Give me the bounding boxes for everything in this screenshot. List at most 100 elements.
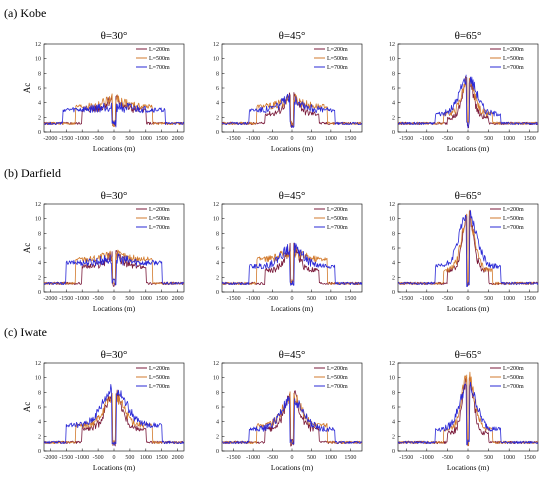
x-tick-label: 0 [467, 296, 470, 302]
x-tick-label: 500 [125, 136, 134, 142]
series-line-L=500m [398, 211, 538, 286]
legend-entry: L=500m [503, 375, 524, 381]
series-group [222, 92, 362, 128]
series-group [398, 371, 538, 447]
chart-title: θ=30° [101, 190, 128, 202]
y-tick-label: 0 [216, 449, 219, 455]
legend-entry: L=500m [327, 56, 348, 62]
x-tick-label: -1000 [75, 455, 89, 461]
x-tick-label: -1500 [227, 455, 241, 461]
legend-entry: L=200m [503, 47, 524, 53]
x-tick-label: 1500 [344, 296, 356, 302]
series-line-L=700m [44, 253, 184, 286]
legend-entry: L=200m [327, 47, 348, 53]
chart-panel: θ=65° 0 2 4 6 8 10 12 -1500 -1000 -500 0 500 1000 1500… [389, 349, 539, 472]
y-tick-label: 8 [392, 231, 395, 237]
legend-entry: L=200m [149, 47, 170, 53]
y-tick-label: 4 [38, 101, 41, 107]
y-tick-label: 6 [38, 86, 41, 92]
x-tick-label: -500 [93, 136, 104, 142]
y-tick-label: 12 [389, 42, 395, 48]
x-tick-label: -2000 [43, 296, 57, 302]
x-tick-label: 0 [291, 136, 294, 142]
series-line-L=700m [398, 210, 538, 287]
chart-title: θ=45° [279, 30, 306, 42]
legend-entry: L=700m [503, 65, 524, 71]
x-tick-label: 0 [291, 296, 294, 302]
y-tick-label: 12 [213, 42, 219, 48]
chart-title: θ=65° [455, 349, 482, 361]
x-tick-label: 1000 [140, 136, 152, 142]
legend-entry: L=700m [327, 225, 348, 231]
chart-panel: θ=30° 0 2 4 6 8 10 12 -2000 -1500 -1000 -500 0 500 100… [22, 349, 185, 472]
x-tick-label: 0 [291, 455, 294, 461]
y-axis-label: Ac [22, 83, 32, 94]
x-tick-label: 500 [307, 455, 316, 461]
x-tick-label: -1000 [246, 455, 260, 461]
x-tick-label: 500 [307, 136, 316, 142]
chart-panel: θ=65° 0 2 4 6 8 10 12 -1500 -1000 -500 0 500 1000 1500… [389, 30, 539, 153]
series-group [222, 390, 362, 447]
chart-title: θ=45° [279, 190, 306, 202]
y-tick-label: 2 [38, 434, 41, 440]
legend-entry: L=500m [149, 216, 170, 222]
legend-entry: L=200m [503, 366, 524, 372]
legend-entry: L=200m [503, 207, 524, 213]
x-tick-label: 500 [307, 296, 316, 302]
y-tick-label: 2 [392, 434, 395, 440]
x-tick-label: -500 [267, 136, 278, 142]
series-line-L=500m [44, 249, 184, 286]
x-axis-label: Locations (m) [93, 144, 136, 153]
legend-entry: L=700m [149, 384, 170, 390]
x-axis-label: Locations (m) [271, 463, 314, 472]
x-tick-label: -1500 [59, 455, 73, 461]
x-tick-label: 1500 [156, 136, 168, 142]
y-tick-label: 2 [392, 275, 395, 281]
x-tick-label: 2000 [172, 455, 184, 461]
legend-entry: L=700m [503, 384, 524, 390]
x-tick-label: -1000 [246, 136, 260, 142]
legend-entry: L=500m [149, 56, 170, 62]
series-group [222, 242, 362, 286]
y-tick-label: 0 [392, 290, 395, 296]
y-tick-label: 2 [392, 115, 395, 121]
x-axis-label: Locations (m) [93, 304, 136, 313]
x-tick-label: -1500 [227, 136, 241, 142]
legend-entry: L=500m [327, 216, 348, 222]
x-tick-label: 0 [113, 136, 116, 142]
y-tick-label: 8 [392, 390, 395, 396]
series-line-L=500m [44, 392, 184, 446]
x-tick-label: 0 [467, 136, 470, 142]
chart-title: θ=65° [455, 30, 482, 42]
series-line-L=500m [44, 93, 184, 128]
y-tick-label: 0 [38, 290, 41, 296]
y-tick-label: 12 [389, 361, 395, 367]
chart-panel: θ=65° 0 2 4 6 8 10 12 -1500 -1000 -500 0 500 1000 1500… [389, 190, 539, 313]
x-tick-label: -1500 [227, 296, 241, 302]
x-tick-label: -500 [267, 296, 278, 302]
chart-title: θ=30° [101, 30, 128, 42]
x-tick-label: 500 [484, 136, 493, 142]
y-tick-label: 0 [38, 449, 41, 455]
x-tick-label: 1000 [325, 455, 337, 461]
y-tick-label: 2 [38, 275, 41, 281]
x-tick-label: 1500 [156, 296, 168, 302]
y-tick-label: 6 [38, 246, 41, 252]
chart-panel: θ=45° 0 2 4 6 8 10 12 -1500 -1000 -500 0 500 1000 1500… [213, 30, 363, 153]
x-tick-label: 1000 [503, 136, 515, 142]
y-tick-label: 4 [392, 261, 395, 267]
x-tick-label: -500 [442, 455, 453, 461]
series-group [398, 209, 538, 287]
x-tick-label: -2000 [43, 136, 57, 142]
x-tick-label: -500 [93, 296, 104, 302]
series-line-L=500m [398, 77, 538, 126]
legend-entry: L=700m [149, 225, 170, 231]
legend-entry: L=200m [327, 207, 348, 213]
series-line-L=700m [222, 93, 362, 128]
series-line-L=500m [222, 391, 362, 445]
y-tick-label: 8 [38, 231, 41, 237]
chart-title: θ=45° [279, 349, 306, 361]
legend-entry: L=500m [503, 56, 524, 62]
x-tick-label: -1000 [246, 296, 260, 302]
